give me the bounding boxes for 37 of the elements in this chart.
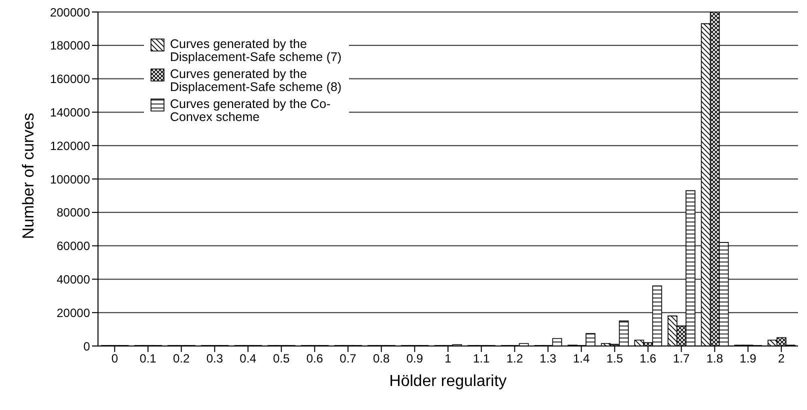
x-tick-label: 1.8 — [706, 352, 724, 366]
x-tick-label: 0.6 — [306, 352, 324, 366]
y-tick-label: 60000 — [56, 239, 90, 254]
x-tick-label: 0.7 — [340, 352, 357, 366]
y-tick-label: 20000 — [56, 306, 90, 320]
y-tick-label: 80000 — [56, 206, 90, 220]
x-tick-label: 2 — [778, 352, 785, 366]
x-tick-label: 1.5 — [606, 352, 624, 366]
x-tick-label: 1 — [444, 352, 452, 366]
x-axis-title: Hölder regularity — [389, 373, 507, 390]
x-tick-label: 1.6 — [640, 352, 657, 366]
legend-label: Curves generated by the Co-Convex scheme — [170, 97, 332, 124]
x-tick-label: 0.2 — [172, 352, 190, 366]
x-tick-label: 0.5 — [272, 352, 290, 366]
x-tick-label: 1.2 — [506, 352, 524, 366]
y-tick-label: 200000 — [50, 5, 90, 20]
x-tick-label: 1.4 — [572, 352, 590, 366]
y-tick-label: 160000 — [50, 72, 90, 86]
x-tick-label: 0.9 — [406, 352, 424, 366]
x-tick-label: 0.1 — [140, 352, 157, 366]
x-tick-label: 0.4 — [240, 352, 257, 366]
y-axis-title: Number of curves — [20, 112, 38, 239]
x-tick-label: 0.8 — [372, 352, 390, 366]
legend-label: Curves generated by the Displacement-Safe scheme (7) — [170, 37, 343, 64]
x-tick-label: 1.9 — [740, 352, 757, 366]
y-tick-label: 0 — [83, 339, 90, 354]
legend-label: Curves generated by the Displacement-Safe scheme (8) — [170, 67, 343, 94]
y-tick-label: 120000 — [50, 138, 90, 153]
x-tick-label: 1.3 — [540, 352, 557, 366]
x-tick-label: 1.1 — [472, 352, 490, 366]
x-tick-label: 0.3 — [206, 352, 224, 366]
y-tick-label: 100000 — [50, 172, 90, 186]
x-tick-label: 1.7 — [672, 352, 690, 366]
y-tick-label: 40000 — [56, 272, 90, 286]
y-tick-label: 140000 — [50, 105, 90, 120]
x-tick-label: 0 — [111, 352, 118, 366]
y-tick-label: 180000 — [50, 38, 90, 53]
